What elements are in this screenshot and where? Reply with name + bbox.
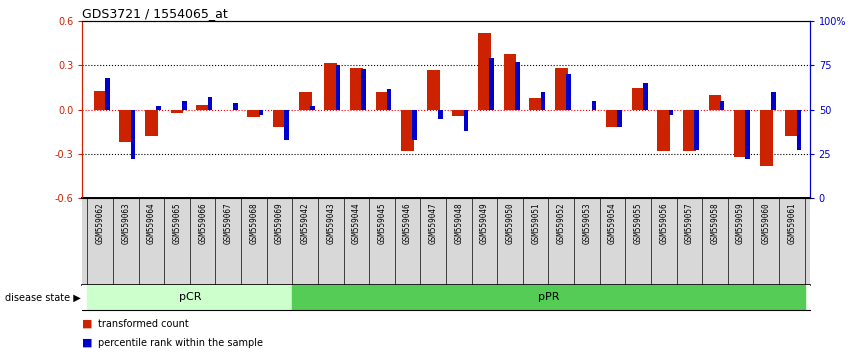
Bar [182, 101, 186, 110]
Text: GSM559066: GSM559066 [198, 202, 207, 244]
Bar [478, 33, 491, 110]
Bar [94, 91, 107, 110]
Text: GSM559055: GSM559055 [634, 202, 643, 244]
Text: GSM559062: GSM559062 [96, 202, 105, 244]
Text: percentile rank within the sample: percentile rank within the sample [98, 338, 263, 348]
Bar [785, 110, 798, 136]
Bar [452, 110, 465, 116]
Bar [759, 110, 772, 166]
Text: GSM559052: GSM559052 [557, 202, 565, 244]
Bar [145, 110, 158, 136]
Text: GSM559050: GSM559050 [506, 202, 514, 244]
Bar [350, 68, 363, 110]
Bar [284, 110, 289, 140]
Text: disease state ▶: disease state ▶ [4, 292, 81, 302]
Bar [669, 110, 673, 115]
Text: pPR: pPR [538, 292, 559, 302]
Bar [233, 103, 238, 110]
Text: GSM559044: GSM559044 [352, 202, 361, 244]
Text: GSM559042: GSM559042 [301, 202, 310, 244]
Bar [540, 92, 545, 110]
Bar [376, 92, 388, 110]
Bar [515, 62, 520, 110]
Bar [463, 110, 469, 131]
Bar [591, 101, 597, 110]
Bar [606, 110, 619, 127]
Bar [529, 98, 542, 110]
Bar [797, 110, 801, 150]
Bar [336, 65, 340, 110]
Bar [643, 83, 648, 110]
Text: GSM559060: GSM559060 [762, 202, 771, 244]
Bar [273, 110, 286, 127]
Bar [208, 97, 212, 110]
Text: GDS3721 / 1554065_at: GDS3721 / 1554065_at [82, 7, 228, 20]
Text: GSM559048: GSM559048 [455, 202, 463, 244]
Bar [427, 70, 440, 110]
Bar [310, 106, 314, 110]
Text: GSM559064: GSM559064 [147, 202, 156, 244]
Text: GSM559047: GSM559047 [429, 202, 437, 244]
Bar [555, 68, 567, 110]
Text: GSM559056: GSM559056 [659, 202, 669, 244]
Text: GSM559051: GSM559051 [531, 202, 540, 244]
Bar [720, 101, 725, 110]
Bar [87, 285, 293, 310]
Bar [120, 110, 132, 142]
Bar [695, 110, 699, 150]
Bar [771, 92, 776, 110]
Bar [197, 105, 209, 110]
Text: GSM559067: GSM559067 [223, 202, 233, 244]
Text: GSM559054: GSM559054 [608, 202, 617, 244]
Text: GSM559057: GSM559057 [685, 202, 694, 244]
Bar [734, 110, 747, 157]
Text: transformed count: transformed count [98, 319, 189, 329]
Bar [401, 110, 414, 151]
Bar [504, 54, 516, 110]
Bar [259, 110, 263, 115]
Text: pCR: pCR [178, 292, 201, 302]
Bar [131, 110, 135, 159]
Text: GSM559063: GSM559063 [121, 202, 130, 244]
Bar [156, 106, 161, 110]
Text: GSM559045: GSM559045 [378, 202, 386, 244]
Text: GSM559053: GSM559053 [582, 202, 591, 244]
Text: ■: ■ [82, 319, 93, 329]
Bar [293, 285, 805, 310]
Bar [489, 58, 494, 110]
Bar [171, 110, 184, 113]
Text: GSM559059: GSM559059 [736, 202, 745, 244]
Bar [438, 110, 443, 119]
Bar [325, 63, 337, 110]
Text: GSM559061: GSM559061 [787, 202, 796, 244]
Bar [631, 88, 644, 110]
Text: GSM559046: GSM559046 [403, 202, 412, 244]
Bar [708, 95, 721, 110]
Text: GSM559049: GSM559049 [480, 202, 489, 244]
Bar [412, 110, 417, 140]
Text: GSM559065: GSM559065 [172, 202, 182, 244]
Bar [683, 110, 695, 151]
Bar [105, 78, 110, 110]
Bar [248, 110, 261, 117]
Bar [566, 74, 571, 110]
Bar [617, 110, 622, 127]
Text: ■: ■ [82, 338, 93, 348]
Text: GSM559069: GSM559069 [275, 202, 284, 244]
Text: GSM559058: GSM559058 [710, 202, 720, 244]
Bar [387, 88, 391, 110]
Bar [657, 110, 670, 151]
Text: GSM559043: GSM559043 [326, 202, 335, 244]
Bar [746, 110, 750, 159]
Text: GSM559068: GSM559068 [249, 202, 258, 244]
Bar [361, 69, 365, 110]
Bar [299, 92, 312, 110]
